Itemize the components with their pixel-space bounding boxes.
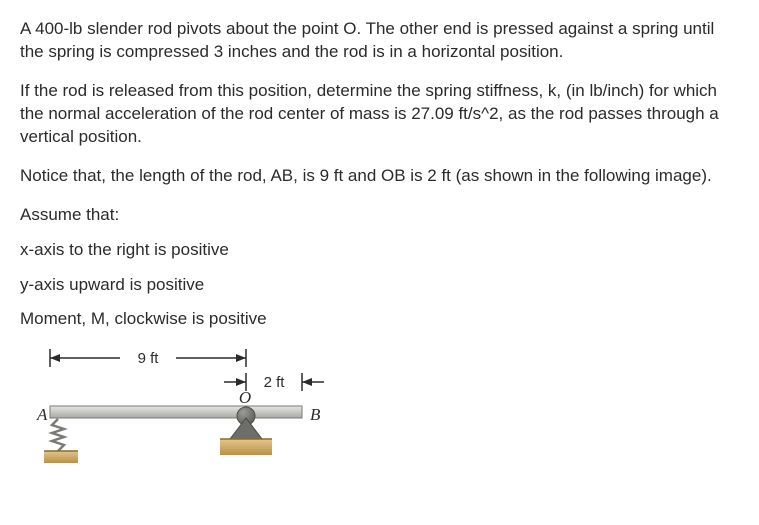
problem-paragraph-3: Notice that, the length of the rod, AB, … <box>20 165 739 188</box>
spring-ground <box>44 451 78 463</box>
spring-icon <box>52 419 64 451</box>
problem-paragraph-1: A 400-lb slender rod pivots about the po… <box>20 18 739 64</box>
dim-9ft-label: 9 ft <box>138 350 160 367</box>
diagram-container: 9 ft 2 ft O <box>20 343 330 463</box>
axis-note-x: x-axis to the right is positive <box>20 239 739 262</box>
problem-paragraph-2: If the rod is released from this positio… <box>20 80 739 149</box>
rod-ab <box>50 406 302 418</box>
axis-note-y: y-axis upward is positive <box>20 274 739 297</box>
dim-2ft-label: 2 ft <box>264 374 286 391</box>
assume-heading: Assume that: <box>20 204 739 227</box>
axis-note-moment: Moment, M, clockwise is positive <box>20 308 739 331</box>
end-b-label: B <box>310 405 321 424</box>
end-a-label: A <box>36 405 48 424</box>
pivot-support <box>230 418 262 439</box>
pivot-o-label: O <box>239 388 251 407</box>
diagram-svg: 9 ft 2 ft O <box>20 343 330 463</box>
pivot-ground <box>220 439 272 455</box>
